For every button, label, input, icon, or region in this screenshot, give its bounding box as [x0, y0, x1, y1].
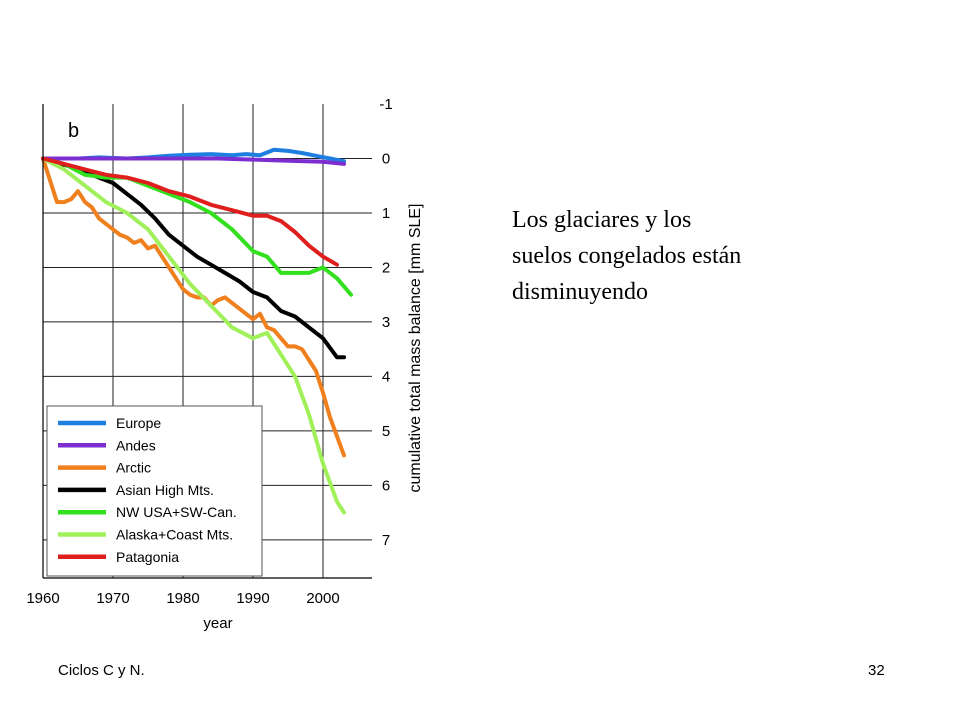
- y-tick-label: -1: [379, 96, 392, 113]
- x-tick-label: 2000: [306, 590, 339, 607]
- legend-label: Andes: [116, 437, 156, 453]
- series-line: [41, 156, 346, 515]
- series-line: [41, 156, 346, 166]
- legend: Europe Andes Arctic Asian High Mts. NW USA+S…: [46, 405, 263, 577]
- series-line: [41, 156, 353, 297]
- y-tick-labels: -1 0 1 2 3 4 5 6 7: [379, 96, 392, 549]
- legend-label: Arctic: [116, 460, 151, 476]
- legend-label: Europe: [116, 415, 161, 431]
- chart-series: [41, 147, 353, 515]
- legend-label: Patagonia: [116, 549, 179, 565]
- legend-label: NW USA+SW-Can.: [116, 504, 237, 520]
- page-number: 32: [868, 662, 885, 679]
- x-tick-label: 1960: [26, 590, 59, 607]
- panel-label: b: [68, 120, 79, 142]
- y-tick-label: 6: [382, 477, 390, 494]
- legend-label: Alaska+Coast Mts.: [116, 527, 233, 543]
- legend-label: Asian High Mts.: [116, 482, 214, 498]
- footer-title: Ciclos C y N.: [58, 662, 145, 679]
- x-tick-label: 1970: [96, 590, 129, 607]
- y-tick-label: 5: [382, 423, 390, 440]
- y-tick-label: 7: [382, 532, 390, 549]
- slide-text: Los glaciares y los suelos congelados es…: [512, 202, 842, 310]
- y-tick-label: 0: [382, 150, 390, 167]
- slide-text-line-1: Los glaciares y los: [512, 207, 692, 233]
- y-tick-label: 3: [382, 314, 390, 331]
- x-tick-label: 1990: [236, 590, 269, 607]
- chart-frame: [42, 104, 372, 579]
- slide-text-line-3: disminuyendo: [512, 279, 648, 305]
- series-line: [41, 156, 346, 458]
- y-tick-label: 1: [382, 205, 390, 222]
- x-tick-labels: 1960 1970 1980 1990 2000: [26, 590, 339, 607]
- y-axis-label: cumulative total mass balance [mm SLE]: [407, 203, 424, 492]
- y-tick-label: 2: [382, 259, 390, 276]
- series-line: [41, 156, 339, 267]
- slide-text-line-2: suelos congelados están: [512, 243, 742, 269]
- x-tick-label: 1980: [166, 590, 199, 607]
- x-axis-label: year: [203, 615, 232, 632]
- y-tick-label: 4: [382, 368, 390, 385]
